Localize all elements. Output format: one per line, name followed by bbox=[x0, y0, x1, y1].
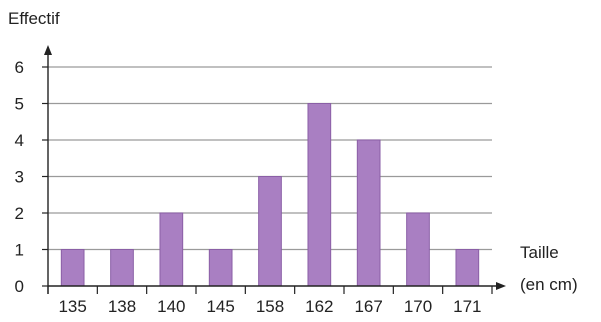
y-tick-label: 2 bbox=[15, 204, 24, 223]
axes bbox=[42, 45, 506, 294]
bar bbox=[159, 212, 184, 287]
bar bbox=[455, 249, 480, 287]
x-tick-label: 135 bbox=[58, 297, 86, 316]
x-axis-title-line2: (en cm) bbox=[520, 275, 578, 294]
bar bbox=[208, 249, 233, 287]
x-axis-arrow bbox=[496, 282, 506, 290]
x-tick-label: 171 bbox=[453, 297, 481, 316]
y-axis-title: Effectif bbox=[8, 9, 60, 28]
bar bbox=[110, 249, 134, 287]
x-axis-title-line1: Taille bbox=[520, 243, 559, 262]
y-axis-arrow bbox=[44, 45, 52, 55]
x-tick-label: 162 bbox=[305, 297, 333, 316]
y-tick-label: 1 bbox=[15, 241, 24, 260]
x-tick-label: 158 bbox=[256, 297, 284, 316]
bars bbox=[60, 103, 480, 287]
y-tick-label: 3 bbox=[15, 168, 24, 187]
bar bbox=[406, 212, 430, 287]
x-tick-label: 145 bbox=[206, 297, 234, 316]
x-tick-label: 170 bbox=[404, 297, 432, 316]
y-tick-label: 4 bbox=[15, 131, 24, 150]
x-tick-label: 138 bbox=[108, 297, 136, 316]
y-tick-labels: 0 1 2 3 4 5 6 bbox=[15, 58, 24, 296]
bar bbox=[307, 103, 332, 287]
x-tick-label: 167 bbox=[354, 297, 382, 316]
bar bbox=[258, 176, 282, 287]
x-tick-label: 140 bbox=[157, 297, 185, 316]
y-tick-label: 5 bbox=[15, 95, 24, 114]
x-tick-labels: 135 138 140 145 158 162 167 170 171 bbox=[58, 297, 481, 316]
y-tick-label: 0 bbox=[15, 277, 24, 296]
bar bbox=[356, 139, 381, 287]
y-tick-label: 6 bbox=[15, 58, 24, 77]
bar bbox=[60, 249, 85, 287]
